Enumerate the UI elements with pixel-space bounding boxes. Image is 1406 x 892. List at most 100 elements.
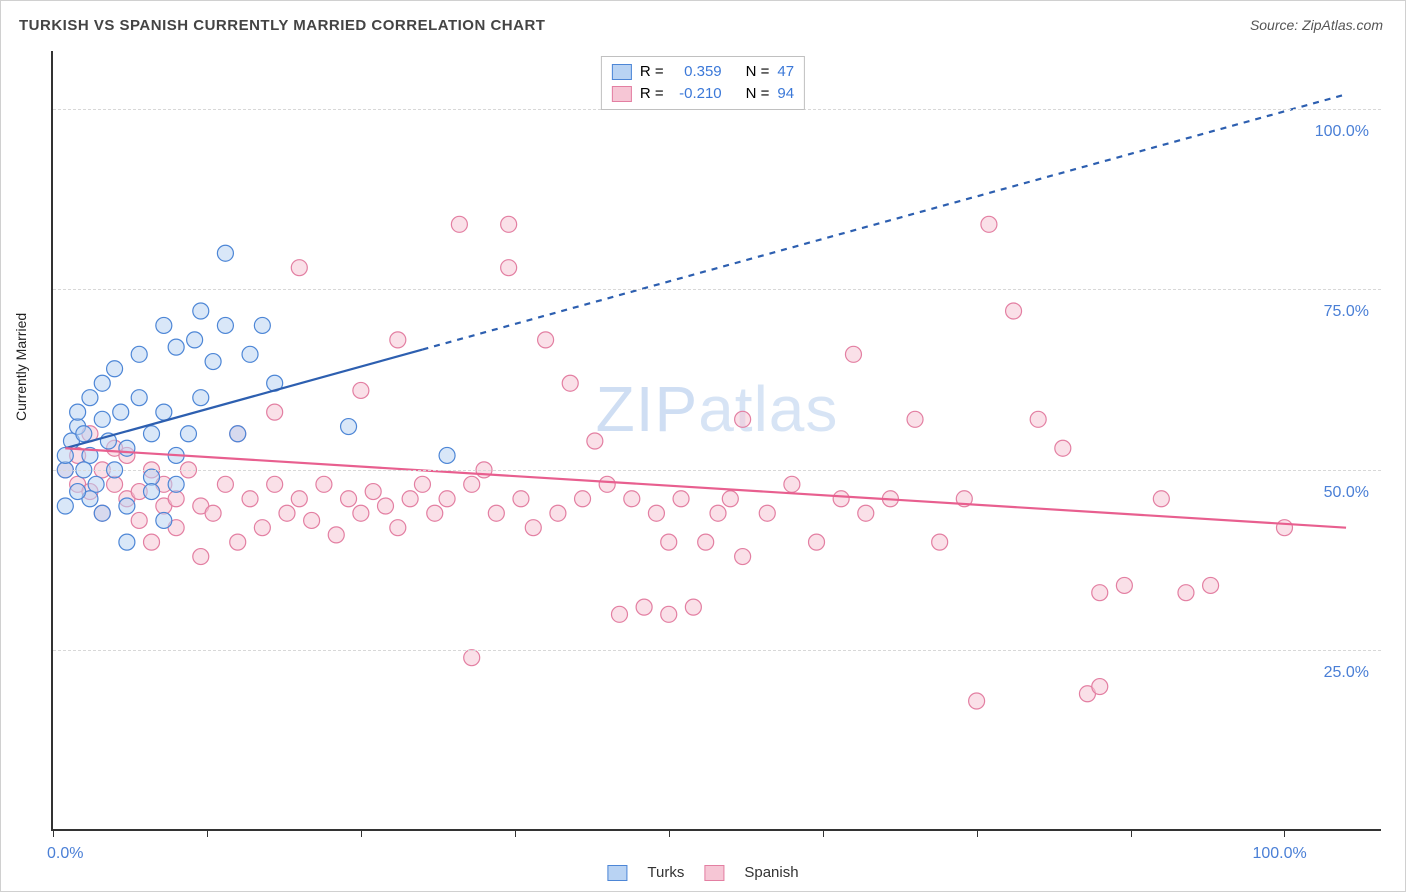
gridline (53, 470, 1381, 471)
scatter-point (599, 476, 615, 492)
scatter-point (70, 484, 86, 500)
scatter-point (661, 606, 677, 622)
y-tick-label: 100.0% (1315, 123, 1369, 141)
scatter-point (217, 317, 233, 333)
scatter-point (673, 491, 689, 507)
n-value-turks: 47 (777, 61, 794, 83)
x-tick (53, 829, 54, 837)
scatter-point (304, 512, 320, 528)
scatter-point (1178, 585, 1194, 601)
scatter-svg (53, 51, 1381, 829)
scatter-point (279, 505, 295, 521)
scatter-point (525, 520, 541, 536)
scatter-point (365, 484, 381, 500)
scatter-point (187, 332, 203, 348)
scatter-point (267, 404, 283, 420)
scatter-point (439, 491, 455, 507)
scatter-point (328, 527, 344, 543)
scatter-point (119, 440, 135, 456)
scatter-point (488, 505, 504, 521)
scatter-point (254, 520, 270, 536)
scatter-point (439, 447, 455, 463)
scatter-point (113, 404, 129, 420)
scatter-point (316, 476, 332, 492)
scatter-point (1153, 491, 1169, 507)
scatter-point (76, 426, 92, 442)
scatter-point (402, 491, 418, 507)
scatter-point (414, 476, 430, 492)
scatter-point (82, 390, 98, 406)
scatter-point (193, 303, 209, 319)
x-tick-label-start: 0.0% (47, 845, 83, 863)
scatter-point (501, 260, 517, 276)
scatter-point (648, 505, 664, 521)
scatter-point (341, 491, 357, 507)
scatter-point (94, 375, 110, 391)
series-legend: Turks Spanish (607, 864, 798, 881)
scatter-point (70, 404, 86, 420)
scatter-point (624, 491, 640, 507)
scatter-point (88, 476, 104, 492)
scatter-point (131, 512, 147, 528)
scatter-point (353, 382, 369, 398)
scatter-point (156, 404, 172, 420)
scatter-point (1203, 577, 1219, 593)
x-tick (823, 829, 824, 837)
correlation-legend: R = 0.359 N = 47 R = -0.210 N = 94 (601, 56, 805, 110)
plot-area: ZIPatlas 25.0%50.0%75.0%100.0% (51, 51, 1381, 831)
scatter-point (57, 447, 73, 463)
scatter-point (193, 549, 209, 565)
scatter-point (230, 426, 246, 442)
scatter-point (378, 498, 394, 514)
scatter-point (353, 505, 369, 521)
x-tick (207, 829, 208, 837)
scatter-point (131, 346, 147, 362)
scatter-point (981, 216, 997, 232)
scatter-point (661, 534, 677, 550)
scatter-point (1276, 520, 1292, 536)
swatch-turks (612, 64, 632, 80)
scatter-point (907, 411, 923, 427)
legend-row-spanish: R = -0.210 N = 94 (612, 83, 794, 105)
swatch-spanish-bottom (704, 865, 724, 881)
r-label: R = (640, 61, 664, 83)
scatter-point (144, 534, 160, 550)
scatter-point (636, 599, 652, 615)
y-tick-label: 25.0% (1324, 664, 1369, 682)
x-tick (515, 829, 516, 837)
r-label: R = (640, 83, 664, 105)
scatter-point (267, 476, 283, 492)
chart-title: TURKISH VS SPANISH CURRENTLY MARRIED COR… (19, 17, 545, 34)
scatter-point (587, 433, 603, 449)
scatter-point (390, 520, 406, 536)
n-value-spanish: 94 (777, 83, 794, 105)
n-label: N = (746, 61, 770, 83)
scatter-point (168, 491, 184, 507)
swatch-turks-bottom (607, 865, 627, 881)
scatter-point (119, 498, 135, 514)
scatter-point (205, 354, 221, 370)
scatter-point (131, 390, 147, 406)
trend-line-dashed (422, 94, 1346, 349)
scatter-point (254, 317, 270, 333)
scatter-point (205, 505, 221, 521)
scatter-point (464, 650, 480, 666)
legend-label-turks: Turks (647, 864, 684, 881)
scatter-point (144, 426, 160, 442)
scatter-point (809, 534, 825, 550)
scatter-point (501, 216, 517, 232)
scatter-point (1092, 679, 1108, 695)
legend-row-turks: R = 0.359 N = 47 (612, 61, 794, 83)
scatter-point (735, 549, 751, 565)
scatter-point (735, 411, 751, 427)
scatter-point (341, 419, 357, 435)
scatter-point (144, 469, 160, 485)
scatter-point (156, 512, 172, 528)
x-tick-label-end: 100.0% (1252, 845, 1306, 863)
scatter-point (784, 476, 800, 492)
scatter-point (513, 491, 529, 507)
y-tick-label: 50.0% (1324, 484, 1369, 502)
scatter-point (156, 317, 172, 333)
scatter-point (575, 491, 591, 507)
scatter-point (1092, 585, 1108, 601)
